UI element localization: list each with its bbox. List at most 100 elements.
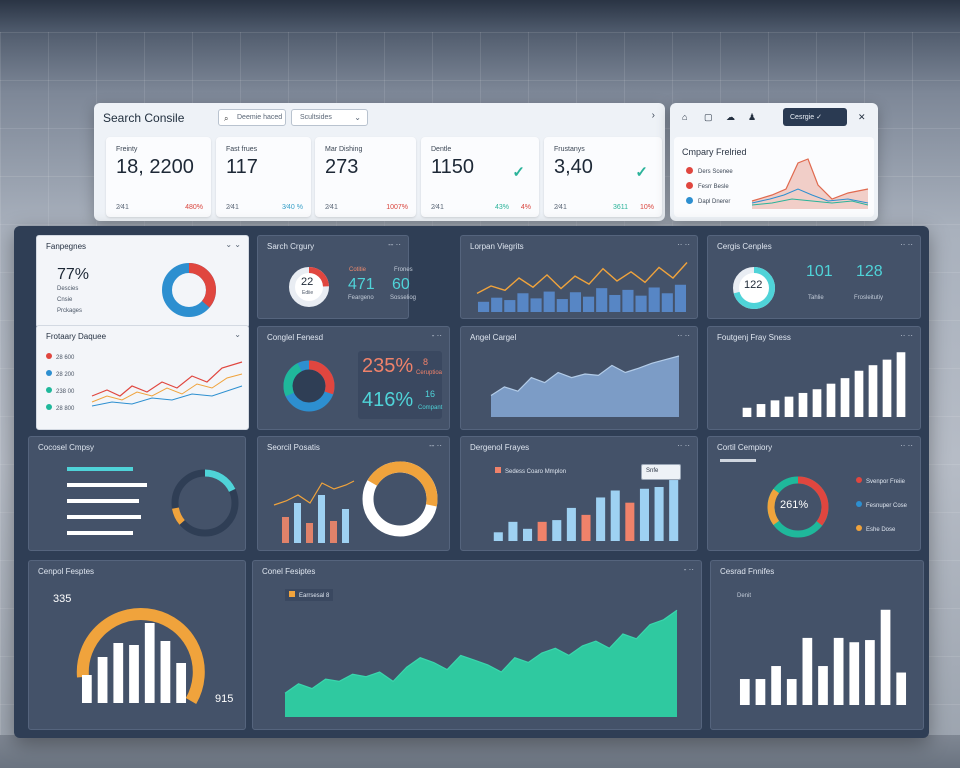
chevron-down-icon[interactable]: ⌄ ⌄ [225, 240, 241, 249]
stat-panel [358, 351, 442, 419]
stat-label: Feargeno [348, 295, 374, 301]
kpi-value: 273 [325, 156, 359, 178]
bar-chart-card[interactable]: Foutgenj Fray Sness ·· ·· [707, 326, 921, 430]
kpi-sub: 2⁄41 [226, 204, 239, 211]
kpi-label: Mar Dishing [325, 146, 363, 153]
legend-dot [46, 353, 52, 359]
more-icon[interactable]: ·· ·· [900, 331, 913, 340]
big-area-chart-card[interactable]: Conel Fesiptes - ·· Earrsesal 8 [252, 560, 702, 730]
bar [669, 480, 679, 541]
content-card[interactable]: Cocosel Cmpsy [28, 436, 246, 551]
legend-item: 28 600 [46, 353, 74, 361]
more-icon[interactable]: - ·· [683, 565, 694, 574]
kpi-card[interactable]: Dentle 1150 ✓ 2⁄41 43% 4% [421, 137, 539, 217]
legend-item: Eshe Dose [856, 525, 895, 533]
donut-segment [283, 360, 335, 412]
positions-card[interactable]: Seorcil Posatis -- ·· [257, 436, 450, 551]
search-placeholder: Deemie haced [237, 114, 283, 121]
bar [491, 297, 503, 312]
bar [504, 300, 516, 312]
more-icon[interactable]: -- ·· [429, 441, 442, 450]
more-icon[interactable]: ⌄ [234, 330, 241, 339]
bar [282, 517, 289, 543]
user-icon[interactable]: ♟ [748, 112, 757, 122]
bar [342, 509, 349, 543]
daily-bar-card[interactable]: Dergenol Frayes ·· ·· Sedess Coaro Mmplo… [460, 436, 698, 551]
kpi-delta-secondary: 4% [520, 204, 531, 211]
multi-line-chart [91, 361, 243, 407]
more-icon[interactable]: ·· ·· [900, 240, 913, 249]
legend-label: Svenpor Freiie [866, 479, 906, 485]
kpi-card[interactable]: Frustanys 3,40 ✓ 2⁄41 3611 10% [544, 137, 662, 217]
more-icon[interactable]: ·· ·· [677, 240, 690, 249]
bar [610, 490, 620, 541]
donut-segment [362, 461, 438, 537]
close-icon[interactable]: ✕ [858, 112, 866, 122]
line-series [91, 385, 243, 407]
progress-bar [67, 499, 139, 503]
more-icon[interactable]: ·· ·· [677, 331, 690, 340]
next-arrow-icon[interactable]: › [651, 110, 655, 121]
card-title: Angel Cargel [470, 333, 517, 342]
bar-chart-card-large[interactable]: Cesrad Fnnifes Denit [710, 560, 924, 730]
more-icon[interactable]: ·· ·· [900, 441, 913, 450]
line-series [284, 609, 678, 694]
bar [802, 637, 813, 705]
stat-label: Ceruptioa [416, 370, 443, 376]
bar [478, 301, 490, 312]
line-series [476, 262, 688, 295]
bar [639, 488, 649, 541]
bar [770, 400, 780, 417]
card-title: Lorpan Viegrits [470, 242, 524, 251]
home-icon[interactable]: ⌂ [682, 112, 688, 122]
line-chart-card[interactable]: Lorpan Viegrits ·· ·· [460, 235, 698, 319]
kpi-value: 18, 2200 [116, 156, 194, 178]
kpi-sub: 2⁄41 [116, 204, 129, 211]
more-icon[interactable]: - ·· [431, 331, 442, 340]
line-chart [476, 262, 688, 312]
kpi-sub: 2⁄41 [325, 204, 338, 211]
kpi-delta: 1007% [386, 204, 408, 211]
area-chart-card[interactable]: Angel Cargel ·· ·· [460, 326, 698, 430]
frequency-card[interactable]: Frotaary Daquee ⌄ 28 600 28 200 238 00 2… [36, 325, 249, 430]
kpi-card[interactable]: Fast frues 117 2⁄41 3⁄40 % [216, 137, 311, 217]
progress-bar [67, 531, 133, 535]
gauge-chart [76, 608, 205, 704]
chevron-down-icon: ⌄ [354, 113, 361, 122]
more-icon[interactable]: -- ·· [388, 240, 401, 249]
donut-segment [767, 476, 829, 538]
conversion-card[interactable]: Conglel Fenesd - ·· 235% 8 Ceruptioa 416… [257, 326, 450, 430]
search-input[interactable]: ⌕ Deemie haced [218, 109, 286, 126]
gauge-arc [76, 608, 205, 704]
category-card[interactable]: Cergis Cenples ·· ·· 122 101 Tahlie 128 … [707, 235, 921, 319]
action-button[interactable]: Cesrgie ✓ [783, 108, 847, 126]
bar [622, 289, 634, 312]
kpi-card[interactable]: Mar Dishing 273 2⁄41 1007% [315, 137, 416, 217]
bar [635, 295, 647, 312]
stat-label: Sosseliog [390, 295, 417, 301]
control-card[interactable]: Cortil Cempiory ·· ·· 261% Svenpor Freii… [707, 436, 921, 551]
more-icon[interactable]: ·· ·· [677, 441, 690, 450]
search-category-card[interactable]: Sarch Crgury -- ·· 22 Ediie Cotitie 471 … [257, 235, 416, 319]
document-icon[interactable]: ▢ [704, 112, 713, 122]
bar [318, 495, 325, 543]
bar-chart [742, 352, 906, 417]
stat-caption: Cotitie [349, 267, 367, 273]
gauge-top-value: 335 [53, 593, 72, 605]
card-title: Foutgenj Fray Sness [717, 333, 791, 342]
bar [294, 503, 301, 543]
donut-sub: Ediie [302, 290, 314, 296]
cloud-icon[interactable]: ☁ [726, 112, 735, 122]
legend-label: Descies [57, 286, 79, 292]
filter-dropdown[interactable]: Scultsides ⌄ [291, 109, 368, 126]
kpi-card[interactable]: Freinty 18, 2200 2⁄41 480% [106, 137, 211, 217]
gauge-card[interactable]: Cenpol Fesptes 335 915 [28, 560, 246, 730]
donut-value: 22 [301, 276, 314, 288]
area-series [491, 356, 679, 417]
bar [739, 679, 750, 705]
kpi-label: Dentle [431, 146, 452, 153]
stat-badge: 8 [423, 357, 429, 367]
legend-dot [686, 167, 693, 174]
pages-card[interactable]: Fanpegnes ⌄ ⌄ 77% Descies Cnsie Prckages [36, 235, 249, 328]
bar [552, 520, 562, 541]
